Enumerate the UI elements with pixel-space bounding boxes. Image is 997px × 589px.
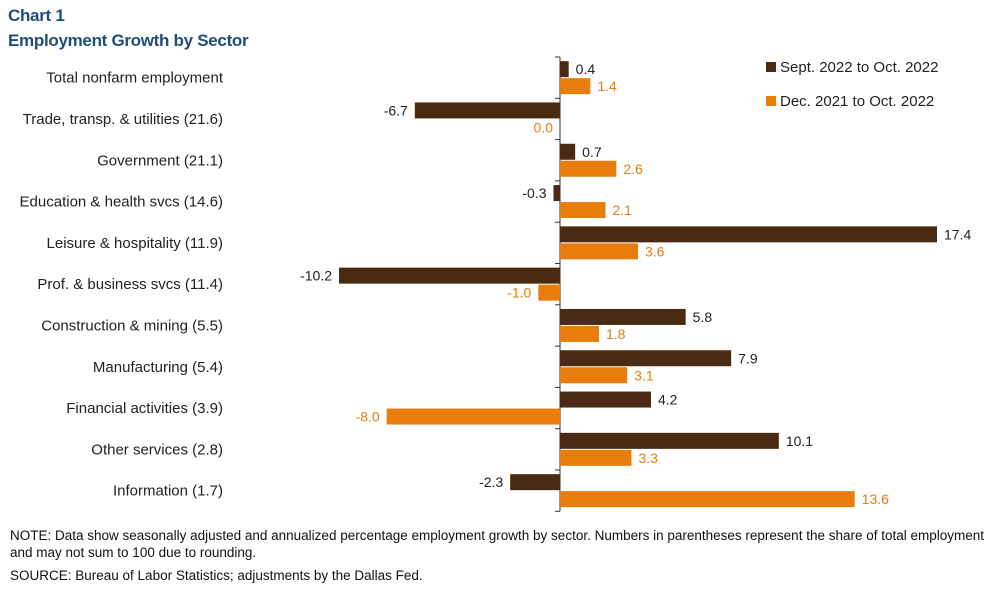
category-label: Information (1.7) (113, 483, 223, 500)
chart-source: SOURCE: Bureau of Labor Statistics; adju… (10, 568, 423, 583)
bar-sept-oct (560, 308, 686, 325)
category-label: Manufacturing (5.4) (93, 359, 223, 376)
category-label: Prof. & business svcs (11.4) (37, 276, 223, 293)
data-label: 5.8 (693, 309, 713, 325)
bar-dec-oct (560, 160, 617, 177)
category-label: Leisure & hospitality (11.9) (47, 235, 223, 252)
data-label: 0.4 (576, 61, 596, 77)
legend-swatch (766, 62, 776, 72)
bar-sept-oct (560, 350, 732, 367)
bar-sept-oct (560, 432, 779, 449)
data-label: 3.6 (645, 243, 665, 259)
bar-sept-oct (414, 102, 560, 119)
data-label: -2.3 (479, 474, 503, 490)
bar-dec-oct (560, 202, 606, 219)
chart-number: Chart 1 (8, 6, 65, 25)
bar-dec-oct (560, 243, 638, 260)
bar-sept-oct (339, 267, 560, 284)
category-label: Trade, transp. & utilities (21.6) (23, 111, 223, 128)
data-label: -6.7 (384, 102, 408, 118)
data-label: 13.6 (862, 491, 889, 507)
data-label: 2.1 (613, 202, 633, 218)
data-label: 3.3 (639, 450, 659, 466)
legend-swatch (766, 96, 776, 106)
data-label: 0.7 (582, 144, 602, 160)
chart-note: NOTE: Data show seasonally adjusted and … (10, 528, 985, 560)
bar-dec-oct (560, 491, 855, 508)
bar-dec-oct (560, 367, 628, 384)
bar-dec-oct (560, 449, 632, 466)
data-label: 1.4 (597, 78, 617, 94)
data-label: 3.1 (634, 367, 654, 383)
category-label: Education & health svcs (14.6) (20, 194, 223, 211)
data-label: -0.3 (522, 185, 546, 201)
category-label: Other services (2.8) (91, 441, 223, 458)
bar-dec-oct (538, 284, 560, 301)
chart-title: Employment Growth by Sector (8, 31, 249, 50)
data-label: 1.8 (606, 326, 626, 342)
bar-sept-oct (560, 61, 569, 78)
data-label: -1.0 (507, 285, 531, 301)
bar-chart: Total nonfarm employment 0.41.4 Trade, tra… (20, 56, 971, 512)
bar-dec-oct (386, 408, 560, 425)
bar-dec-oct (560, 78, 591, 95)
data-label: 4.2 (658, 392, 678, 408)
category-label: Construction & mining (5.5) (41, 317, 223, 334)
bar-sept-oct (560, 226, 937, 243)
data-label: 0.0 (534, 119, 554, 135)
data-label: 2.6 (623, 161, 643, 177)
legend-label: Dec. 2021 to Oct. 2022 (780, 93, 934, 110)
bar-sept-oct (560, 143, 576, 160)
category-label: Government (21.1) (97, 152, 223, 169)
bar-sept-oct (553, 185, 560, 202)
bar-sept-oct (510, 474, 560, 491)
category-label: Financial activities (3.9) (66, 400, 223, 417)
category-label: Total nonfarm employment (46, 70, 224, 87)
data-label: 7.9 (738, 350, 758, 366)
bar-sept-oct (560, 391, 651, 408)
data-label: -8.0 (356, 409, 380, 425)
data-label: 17.4 (944, 226, 971, 242)
legend-label: Sept. 2022 to Oct. 2022 (780, 59, 938, 76)
bar-dec-oct (560, 325, 599, 342)
data-label: -10.2 (300, 268, 332, 284)
data-label: 10.1 (786, 433, 813, 449)
